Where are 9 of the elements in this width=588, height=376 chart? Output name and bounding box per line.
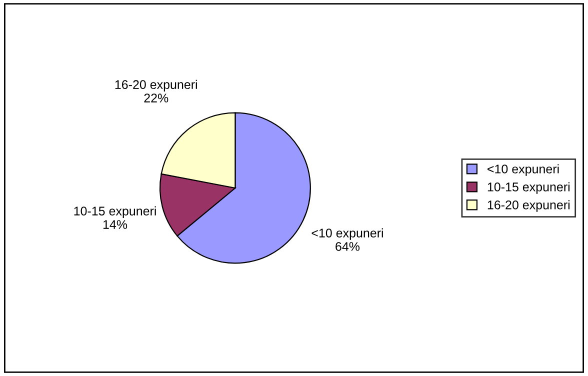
slice-label: <10 expuneri: [312, 228, 383, 240]
legend-label: 16-20 expuneri: [488, 200, 570, 212]
data-label: 22%: [144, 94, 168, 102]
slice-label: 16-20 expuneri: [115, 80, 197, 92]
legend-label: 10-15 expuneri: [488, 182, 570, 194]
legend-label: <10 expuneri: [488, 164, 559, 176]
data-label: 64%: [336, 242, 360, 251]
data-label: 14%: [103, 220, 128, 229]
slice-label: 10-15 expuneri: [74, 206, 156, 218]
